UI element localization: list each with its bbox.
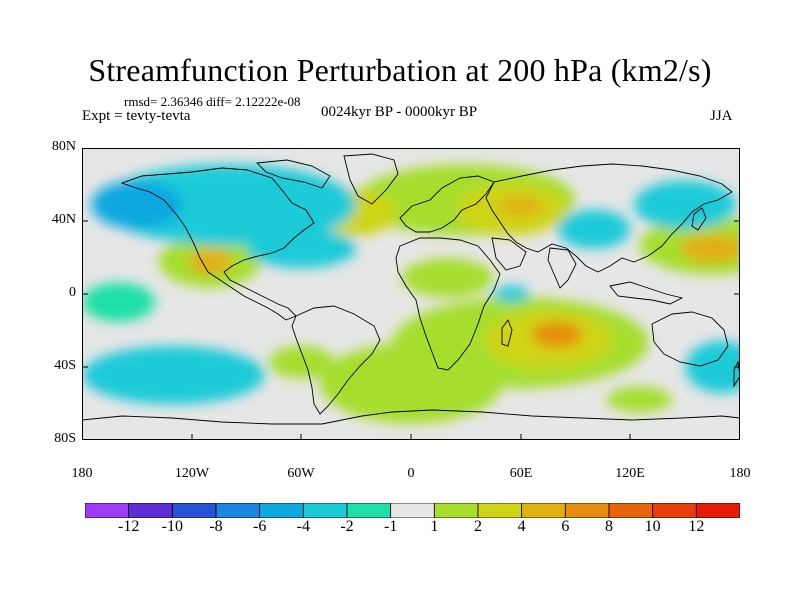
colorbar-swatch	[215, 503, 261, 518]
anomaly-region-negative-2	[633, 180, 737, 230]
colorbar-label: -2	[340, 518, 354, 535]
colorbar-swatch	[564, 503, 610, 518]
colorbar-swatch	[652, 503, 697, 518]
colorbar-label: -1	[383, 518, 398, 535]
anomaly-region-positive-6	[679, 233, 740, 264]
coastline-antarctica	[82, 409, 740, 425]
colorbar-label: 12	[688, 518, 705, 535]
anomaly-region-positive-8	[531, 321, 583, 348]
stats-text: rmsd= 2.36346 diff= 2.12222e-08	[124, 94, 301, 109]
colorbar-swatch	[302, 503, 348, 518]
coastline-asia	[485, 163, 733, 273]
coastline-australia	[651, 311, 729, 367]
coastline-india	[547, 247, 577, 289]
colorbar-swatch	[695, 503, 740, 518]
coastline-greenland	[343, 153, 399, 205]
coastline-indonesia	[609, 281, 684, 305]
experiment-text: Expt = tevty-tevta	[82, 108, 191, 124]
x-tick-label: 120E	[615, 466, 645, 481]
y-tick-label: 80S	[54, 431, 76, 446]
y-tick-label: 80N	[51, 139, 76, 154]
colorbar-swatch	[608, 503, 654, 518]
anomaly-region-negative-2	[685, 341, 740, 393]
coastline-north-america	[120, 167, 315, 321]
colorbar-label: -6	[252, 518, 267, 535]
coastline-arctic-islands	[256, 159, 331, 189]
anomaly-region-negative-2	[100, 164, 357, 246]
x-tick-label: 60E	[509, 466, 533, 481]
colorbar-label: 10	[644, 518, 661, 535]
colorbar-swatch	[259, 503, 304, 518]
anomaly-region-negative-2	[557, 209, 631, 249]
colorbar-swatch	[390, 503, 435, 518]
x-tick-label: 120W	[174, 466, 210, 481]
axis-ticks	[82, 148, 740, 440]
colorbar-label: -10	[161, 518, 183, 535]
anomaly-region-negative-2	[246, 229, 357, 269]
colorbar-label: -8	[209, 518, 223, 535]
coastline-japan	[691, 207, 707, 231]
colorbar-label: -4	[296, 518, 310, 535]
colorbar-label: 8	[605, 518, 613, 535]
colorbar-swatch	[85, 503, 130, 518]
coastline-europe	[399, 175, 495, 233]
anomaly-region-negative-2	[493, 285, 530, 303]
anomaly-field	[82, 164, 740, 424]
coastline-new-zealand	[733, 360, 740, 388]
anomaly-region-positive-2	[401, 258, 494, 298]
coastline-madagascar	[501, 319, 513, 347]
colorbar-swatch	[433, 503, 479, 518]
colorbar-label: 2	[474, 518, 482, 535]
anomaly-region-negative-2	[82, 345, 265, 405]
season-text: JJA	[710, 108, 733, 124]
anomaly-region-positive-2	[606, 386, 673, 413]
y-tick-label: 40S	[54, 358, 76, 373]
coastline-south-america	[291, 305, 381, 415]
anomaly-region-positive-6	[498, 196, 543, 217]
colorbar-swatch	[128, 503, 173, 518]
map-canvas	[82, 148, 740, 440]
plot-title: Streamfunction Perturbation at 200 hPa (…	[88, 52, 712, 88]
coastlines	[82, 153, 740, 425]
anomaly-region-negative-4	[91, 180, 183, 230]
y-tick-label: 40N	[51, 212, 76, 227]
anomaly-region-positive-2	[319, 342, 503, 424]
x-tick-label: 180	[729, 466, 751, 481]
colorbar-swatch	[477, 503, 523, 518]
x-tick-label: 180	[71, 466, 93, 481]
period-text: 0024kyr BP - 0000kyr BP	[321, 104, 478, 120]
coastline-arabia	[491, 237, 527, 271]
y-tick-label: 0	[69, 285, 76, 300]
x-tick-label: 60W	[287, 466, 315, 481]
colorbar-label: -12	[117, 518, 140, 535]
colorbar-label: 1	[430, 518, 439, 535]
coastline-africa	[395, 237, 501, 371]
anomaly-region-negative-1	[82, 282, 156, 322]
map-panel	[82, 148, 740, 440]
anomaly-region-positive-2	[268, 345, 335, 379]
colorbar-swatch	[521, 503, 566, 518]
colorbar	[85, 503, 740, 518]
colorbar-label: 4	[517, 518, 526, 535]
colorbar-swatch	[171, 503, 217, 518]
colorbar-label: 6	[561, 518, 570, 535]
x-tick-label: 0	[407, 466, 415, 481]
colorbar-swatch	[346, 503, 392, 518]
